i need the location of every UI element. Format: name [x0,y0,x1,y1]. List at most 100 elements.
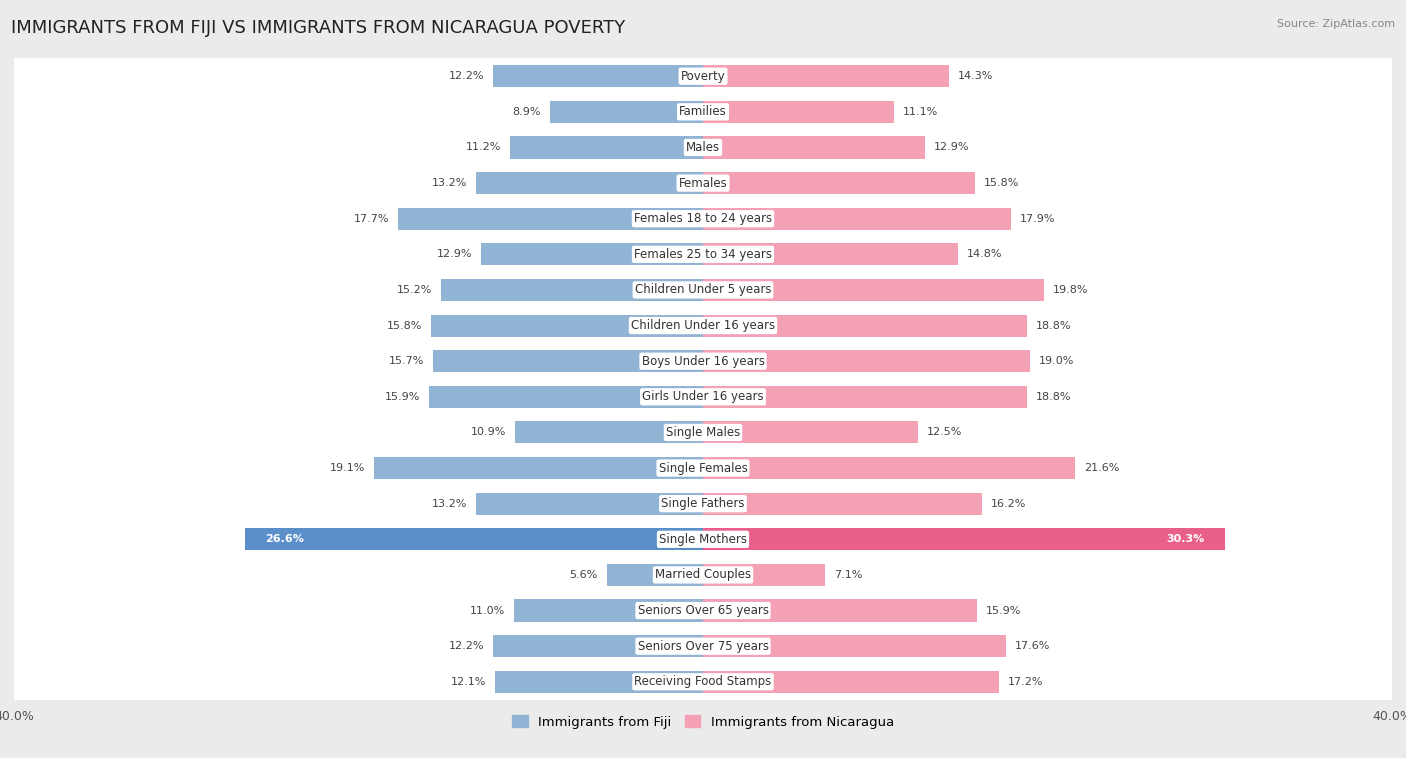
Text: 17.9%: 17.9% [1019,214,1056,224]
Text: 12.9%: 12.9% [934,143,969,152]
Bar [475,493,703,515]
Text: 15.8%: 15.8% [984,178,1019,188]
Text: 15.9%: 15.9% [986,606,1021,615]
Bar [398,208,703,230]
Legend: Immigrants from Fiji, Immigrants from Nicaragua: Immigrants from Fiji, Immigrants from Ni… [506,710,900,735]
Text: Males: Males [686,141,720,154]
Bar [703,493,981,515]
FancyBboxPatch shape [13,450,1393,486]
Bar [441,279,703,301]
Text: 17.7%: 17.7% [354,214,389,224]
Text: Families: Families [679,105,727,118]
Bar [495,671,703,693]
Bar [703,671,1000,693]
Text: 7.1%: 7.1% [834,570,862,580]
Text: Females: Females [679,177,727,190]
FancyBboxPatch shape [13,236,1393,272]
Bar [703,386,1026,408]
Text: Seniors Over 75 years: Seniors Over 75 years [637,640,769,653]
Text: Females 25 to 34 years: Females 25 to 34 years [634,248,772,261]
Bar [703,243,957,265]
FancyBboxPatch shape [13,486,1393,522]
Bar [703,564,825,586]
Text: Single Mothers: Single Mothers [659,533,747,546]
FancyBboxPatch shape [13,308,1393,343]
Text: Single Fathers: Single Fathers [661,497,745,510]
Bar [510,136,703,158]
FancyBboxPatch shape [13,58,1393,95]
Bar [703,279,1045,301]
Bar [703,350,1031,372]
Text: Single Females: Single Females [658,462,748,475]
FancyBboxPatch shape [13,272,1393,308]
Text: 15.9%: 15.9% [385,392,420,402]
FancyBboxPatch shape [13,663,1393,700]
FancyBboxPatch shape [13,557,1393,593]
FancyBboxPatch shape [13,130,1393,166]
Text: Females 18 to 24 years: Females 18 to 24 years [634,212,772,225]
Bar [703,528,1225,550]
Bar [703,635,1007,657]
FancyBboxPatch shape [13,522,1393,557]
FancyBboxPatch shape [13,628,1393,664]
Text: 19.1%: 19.1% [330,463,366,473]
Bar [606,564,703,586]
Text: 12.2%: 12.2% [449,641,484,651]
Bar [494,635,703,657]
Text: 12.2%: 12.2% [449,71,484,81]
Bar [515,421,703,443]
Text: 12.9%: 12.9% [437,249,472,259]
Bar [703,101,894,123]
Text: 8.9%: 8.9% [513,107,541,117]
Text: 10.9%: 10.9% [471,428,506,437]
Text: IMMIGRANTS FROM FIJI VS IMMIGRANTS FROM NICARAGUA POVERTY: IMMIGRANTS FROM FIJI VS IMMIGRANTS FROM … [11,19,626,37]
Text: 11.0%: 11.0% [470,606,505,615]
Bar [475,172,703,194]
Text: Single Males: Single Males [666,426,740,439]
FancyBboxPatch shape [13,94,1393,130]
Text: Source: ZipAtlas.com: Source: ZipAtlas.com [1277,19,1395,29]
FancyBboxPatch shape [13,201,1393,236]
Text: 26.6%: 26.6% [266,534,304,544]
Text: 5.6%: 5.6% [569,570,598,580]
Text: Children Under 5 years: Children Under 5 years [634,283,772,296]
FancyBboxPatch shape [13,379,1393,415]
Text: 15.7%: 15.7% [388,356,425,366]
Text: Boys Under 16 years: Boys Under 16 years [641,355,765,368]
Bar [703,421,918,443]
Bar [703,315,1026,337]
Bar [703,457,1076,479]
Text: 11.1%: 11.1% [903,107,938,117]
Bar [494,65,703,87]
Bar [513,600,703,622]
Text: 13.2%: 13.2% [432,178,467,188]
Bar [429,386,703,408]
Text: Seniors Over 65 years: Seniors Over 65 years [637,604,769,617]
Text: Married Couples: Married Couples [655,568,751,581]
FancyBboxPatch shape [13,415,1393,450]
Text: 13.2%: 13.2% [432,499,467,509]
Text: 21.6%: 21.6% [1084,463,1119,473]
FancyBboxPatch shape [13,165,1393,201]
FancyBboxPatch shape [13,343,1393,379]
Text: 17.6%: 17.6% [1015,641,1050,651]
Text: 12.5%: 12.5% [927,428,962,437]
Bar [703,172,976,194]
Text: Children Under 16 years: Children Under 16 years [631,319,775,332]
Text: 15.8%: 15.8% [387,321,422,330]
Bar [550,101,703,123]
Text: Poverty: Poverty [681,70,725,83]
Bar [245,528,703,550]
Text: 12.1%: 12.1% [450,677,486,687]
Text: 11.2%: 11.2% [467,143,502,152]
Text: 19.0%: 19.0% [1039,356,1074,366]
Bar [703,208,1011,230]
Bar [481,243,703,265]
Text: 30.3%: 30.3% [1166,534,1204,544]
Bar [703,65,949,87]
Bar [374,457,703,479]
Text: 15.2%: 15.2% [398,285,433,295]
Bar [703,600,977,622]
Text: 14.8%: 14.8% [966,249,1002,259]
Text: Receiving Food Stamps: Receiving Food Stamps [634,675,772,688]
